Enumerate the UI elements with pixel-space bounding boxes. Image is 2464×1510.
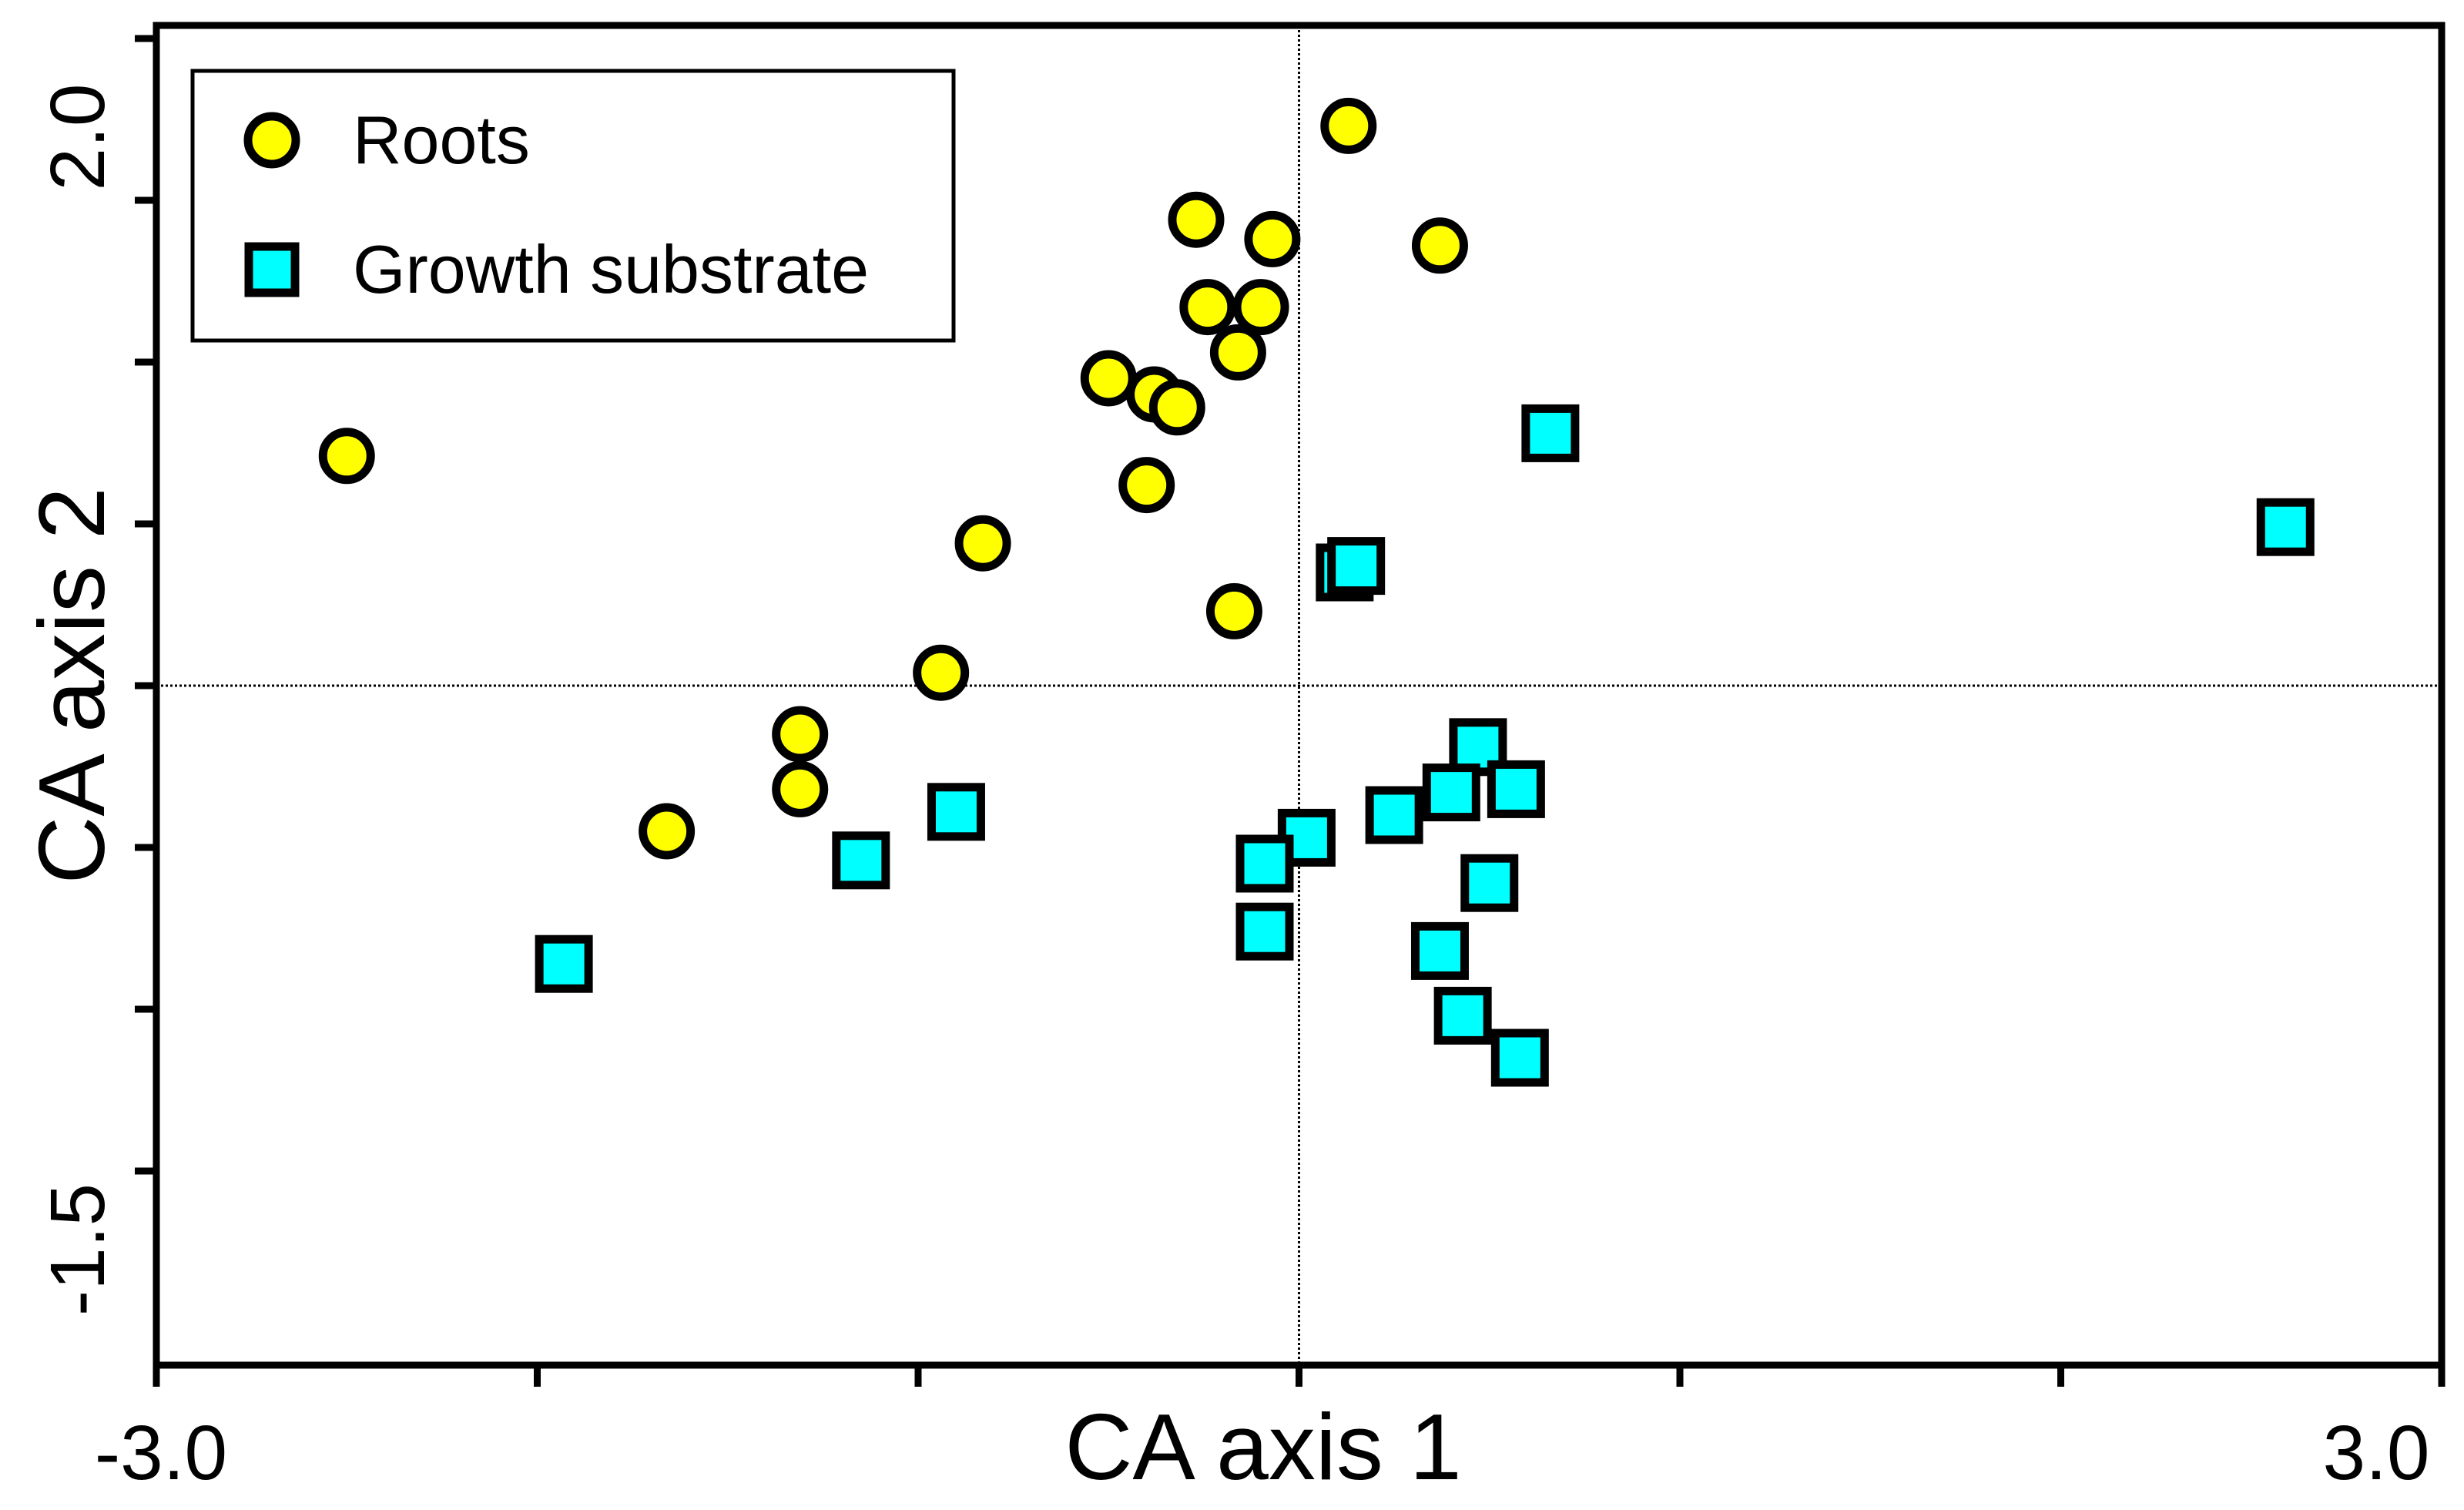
roots-point-1 xyxy=(1168,191,1225,248)
roots-point-10 xyxy=(318,428,375,485)
growth-substrate-point-1 xyxy=(2256,498,2315,556)
growth-substrate-point-5 xyxy=(1487,760,1545,818)
roots-point-7 xyxy=(1080,350,1137,407)
roots-point-5 xyxy=(1232,279,1289,336)
growth-substrate-point-12 xyxy=(1460,854,1519,912)
roots-point-12 xyxy=(954,515,1011,572)
roots-point-14 xyxy=(913,644,970,701)
legend-roots-marker xyxy=(243,112,300,169)
growth-substrate-point-9 xyxy=(1235,834,1294,893)
roots-point-6 xyxy=(1209,324,1266,381)
x-axis-title: CA axis 1 xyxy=(1064,1394,1461,1499)
growth-substrate-point-16 xyxy=(1433,986,1492,1045)
roots-point-2 xyxy=(1244,210,1301,267)
growth-substrate-point-10 xyxy=(927,783,985,841)
roots-point-3 xyxy=(1411,217,1468,274)
legend-box xyxy=(190,69,956,343)
growth-substrate-point-14 xyxy=(1410,921,1469,980)
growth-substrate-point-13 xyxy=(1235,902,1294,961)
roots-point-17 xyxy=(639,803,696,860)
growth-substrate-point-6 xyxy=(1422,763,1480,822)
y-tick-label-max: 2.0 xyxy=(35,83,121,190)
growth-substrate-point-11 xyxy=(832,831,890,890)
legend-substrate-marker xyxy=(244,242,300,297)
legend-substrate-label: Growth substrate xyxy=(353,231,869,307)
growth-substrate-point-7 xyxy=(1365,786,1423,844)
legend-roots-label: Roots xyxy=(353,102,530,178)
growth-substrate-point-0 xyxy=(1521,404,1580,462)
legend: Roots Growth substrate xyxy=(190,69,956,343)
growth-substrate-point-3 xyxy=(1327,537,1386,596)
roots-point-16 xyxy=(772,760,829,817)
roots-point-11 xyxy=(1118,457,1175,514)
roots-point-15 xyxy=(772,706,829,763)
roots-point-13 xyxy=(1205,582,1262,639)
roots-point-0 xyxy=(1320,97,1377,154)
x-tick-label-max: 3.0 xyxy=(2322,1410,2429,1496)
roots-point-4 xyxy=(1179,279,1236,336)
y-tick-label-min: -1.5 xyxy=(35,1183,121,1316)
roots-point-9 xyxy=(1148,379,1205,436)
y-axis-title: CA axis 2 xyxy=(19,487,124,884)
plot-layer xyxy=(135,22,2446,1387)
marks-layer xyxy=(318,97,2315,1087)
x-tick-label-min: -3.0 xyxy=(95,1410,227,1496)
growth-substrate-point-15 xyxy=(535,935,593,993)
growth-substrate-point-17 xyxy=(1490,1028,1549,1087)
